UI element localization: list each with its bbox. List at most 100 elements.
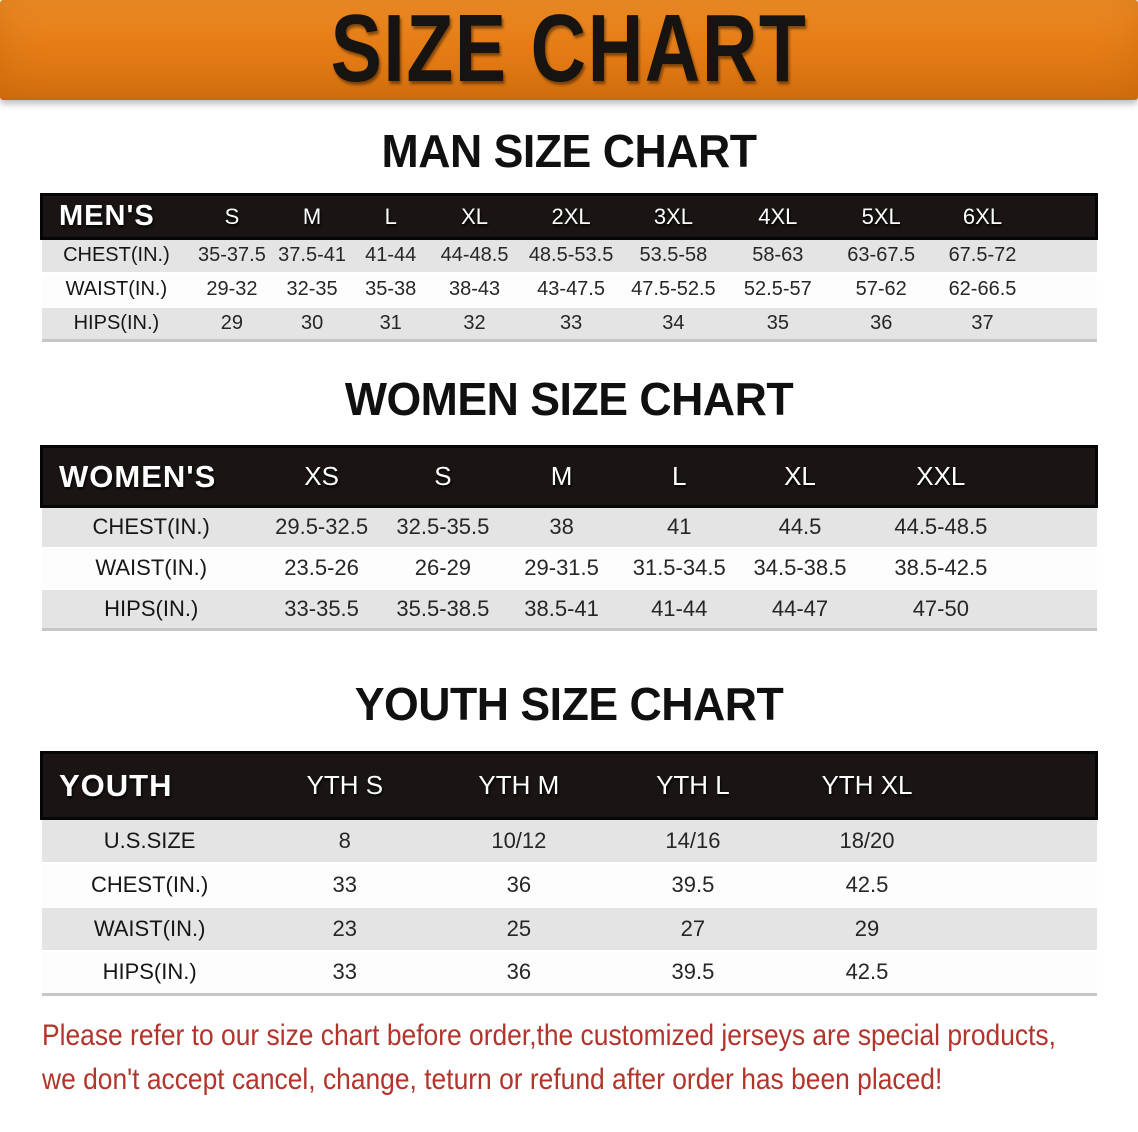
row-label: CHEST(IN.): [63, 244, 170, 267]
table-corner-label: MEN'S: [40, 193, 192, 240]
size-cell: 37: [971, 311, 994, 334]
row-spacer: [954, 951, 1096, 995]
size-cell: 58-63: [752, 244, 804, 267]
table-corner-label: WOMEN'S: [39, 445, 261, 508]
row-spacer: [1034, 307, 1096, 341]
size-cell: 47.5-52.5: [631, 278, 716, 300]
women-size-table: WOMEN'S XS S M L XL XXL CHEST(IN.) 29.5-32.5 32.5…: [39, 445, 1099, 631]
size-cell: 43-47.5: [537, 278, 605, 300]
table-row: HIPS(IN.) 33-35.5 35.5-38.5 38.5-41 41-44 44-…: [41, 588, 1097, 630]
header-row: WOMEN'S XS S M L XL XXL: [39, 445, 1099, 508]
header-row: MEN'S S M L XL 2XL 3XL 4XL 5XL 6XL: [40, 193, 1099, 240]
size-cell: 33: [559, 311, 583, 334]
size-cell: 18/20: [839, 827, 895, 853]
size-cell: 27: [680, 915, 706, 941]
size-cell: 38-43: [448, 278, 501, 300]
section-youth: YOUTH SIZE CHART YOUTH YTH S YTH M YTH L YTH…: [0, 680, 1138, 996]
column-header: XL: [738, 445, 862, 508]
size-cell: 36: [870, 311, 893, 334]
size-cell: 41: [666, 514, 692, 540]
size-chart-banner: SIZE CHART: [0, 0, 1138, 100]
size-cell: 26-29: [414, 555, 472, 580]
row-spacer: [954, 819, 1096, 863]
column-header: M: [503, 445, 620, 508]
section-women: WOMEN SIZE CHART WOMEN'S XS S M L XL XXL CHEST(…: [0, 375, 1138, 631]
column-header: M: [272, 193, 352, 240]
column-header: YTH S: [257, 751, 432, 820]
size-cell: 62-66.5: [948, 278, 1017, 300]
women-section-heading: WOMEN SIZE CHART: [344, 373, 794, 425]
size-cell: 44.5: [778, 514, 822, 540]
size-cell: 39.5: [671, 959, 715, 985]
size-cell: 23: [332, 915, 358, 941]
size-cell: 38.5-42.5: [894, 555, 988, 580]
size-cell: 10/12: [491, 827, 547, 853]
row-label: U.S.SIZE: [103, 827, 196, 853]
size-cell: 44.5-48.5: [894, 514, 988, 540]
header-row: YOUTH YTH S YTH M YTH L YTH XL: [39, 751, 1099, 820]
size-cell: 36: [506, 871, 532, 897]
column-header: 2XL: [519, 193, 623, 240]
table-row: CHEST(IN.) 33 36 39.5 42.5: [41, 862, 1097, 907]
size-cell: 52.5-57: [743, 278, 812, 300]
size-cell: 48.5-53.5: [528, 244, 614, 267]
youth-size-table: YOUTH YTH S YTH M YTH L YTH XL U.S.SIZE 8 10/12…: [39, 751, 1099, 996]
size-cell: 38: [549, 514, 574, 540]
size-cell: 8: [338, 827, 351, 853]
header-spacer: [954, 751, 1099, 820]
row-spacer: [954, 863, 1096, 907]
row-label: WAIST(IN.): [65, 278, 168, 300]
column-header: YTH L: [605, 751, 780, 820]
row-spacer: [1034, 239, 1096, 273]
row-label: HIPS(IN.): [73, 311, 160, 334]
size-cell: 35.5-38.5: [396, 595, 490, 621]
men-section-heading: MAN SIZE CHART: [381, 125, 757, 177]
table-row: WAIST(IN.) 23 25 27 29: [41, 906, 1097, 951]
column-header: YTH XL: [779, 751, 955, 820]
row-label: CHEST(IN.): [92, 514, 210, 540]
row-label: WAIST(IN.): [93, 915, 206, 941]
row-label: CHEST(IN.): [90, 871, 209, 897]
size-cell: 42.5: [845, 959, 889, 985]
size-cell: 32: [463, 311, 486, 334]
size-cell: 29: [854, 915, 880, 941]
men-size-table: MEN'S S M L XL 2XL 3XL 4XL 5XL 6XL CHEST(IN.) 35-37…: [40, 193, 1099, 342]
size-cell: 44-47: [771, 595, 829, 621]
size-cell: 35: [766, 311, 789, 334]
column-header: XS: [260, 445, 383, 508]
table-row: CHEST(IN.) 29.5-32.5 32.5-35.5 38 41 44.5 44.5…: [41, 506, 1097, 548]
row-label: HIPS(IN.): [102, 959, 197, 985]
size-cell: 36: [506, 959, 532, 985]
size-cell: 33: [332, 871, 358, 897]
size-cell: 34: [662, 311, 685, 334]
row-label: HIPS(IN.): [104, 595, 199, 621]
header-spacer: [1020, 445, 1099, 508]
size-cell: 44-48.5: [440, 244, 509, 267]
size-cell: 53.5-58: [639, 244, 708, 267]
size-cell: 32-35: [286, 278, 338, 300]
row-spacer: [1020, 507, 1096, 548]
size-cell: 57-62: [855, 278, 907, 300]
size-cell: 29.5-32.5: [275, 514, 369, 540]
column-header: 6XL: [930, 193, 1035, 240]
size-cell: 34.5-38.5: [753, 555, 847, 580]
section-men: MAN SIZE CHART MEN'S S M L XL 2XL 3XL 4XL 5XL 6XL…: [0, 127, 1138, 342]
column-header: XXL: [861, 445, 1021, 508]
size-cell: 33: [332, 959, 358, 985]
size-cell: 25: [506, 915, 532, 941]
column-header: S: [191, 193, 273, 240]
size-cell: 32.5-35.5: [396, 514, 490, 540]
column-header: 3XL: [622, 193, 725, 240]
row-label: WAIST(IN.): [95, 555, 208, 580]
table-row: U.S.SIZE 8 10/12 14/16 18/20: [41, 818, 1097, 863]
size-cell: 29-31.5: [524, 555, 599, 580]
row-spacer: [1034, 273, 1096, 307]
size-cell: 41-44: [365, 244, 417, 267]
size-cell: 67.5-72: [948, 244, 1017, 267]
table-row: HIPS(IN.) 29 30 31 32 33 34 35 36 37: [41, 306, 1097, 341]
table-row: CHEST(IN.) 35-37.5 37.5-41 41-44 44-48.5 48.5…: [41, 238, 1097, 273]
size-cell: 23.5-26: [284, 555, 359, 580]
size-cell: 29-32: [206, 278, 258, 300]
size-cell: 38.5-41: [524, 595, 599, 621]
size-cell: 33-35.5: [284, 595, 359, 621]
